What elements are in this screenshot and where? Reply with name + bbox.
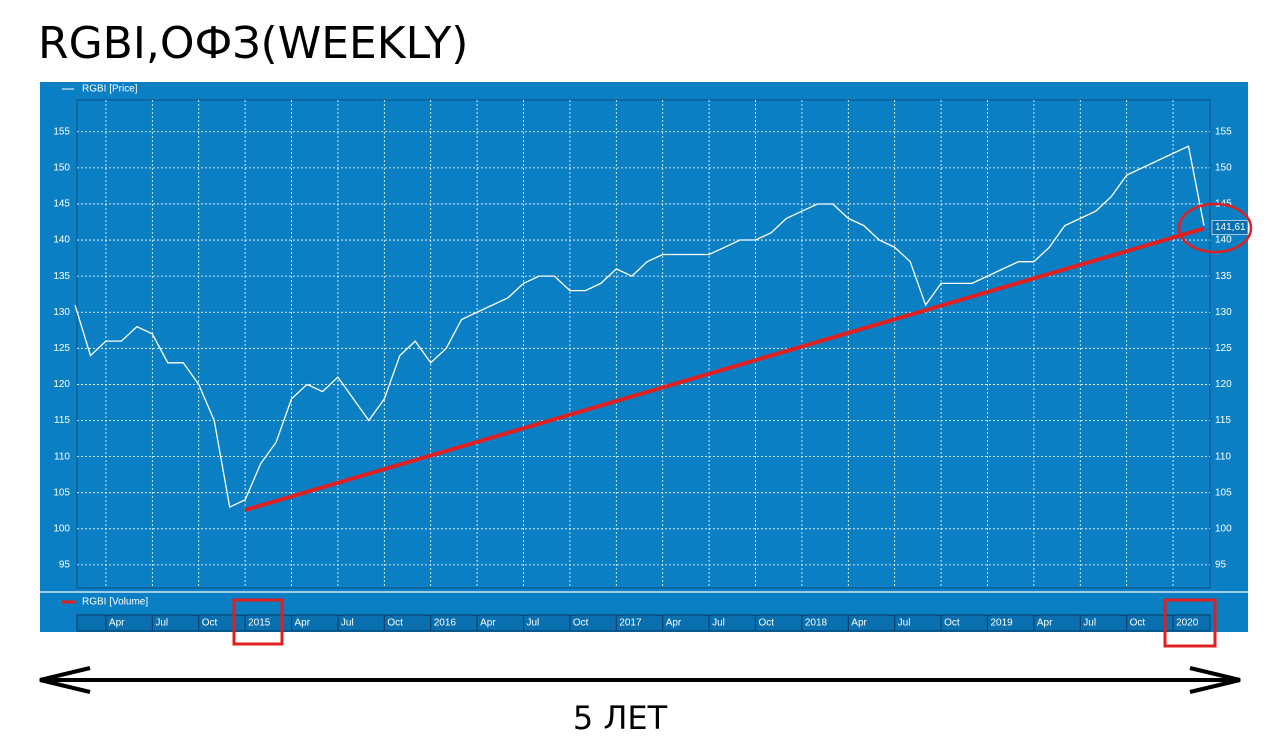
y-tick-label: 110	[54, 451, 70, 462]
y-tick-label: 95	[59, 560, 71, 571]
x-tick-label: Jul	[155, 618, 168, 629]
y-tick-label: 155	[53, 126, 70, 137]
trendline	[244, 226, 1205, 512]
x-tick-label: 2016	[434, 618, 457, 629]
x-tick-label: Jul	[712, 618, 725, 629]
y-tick-label: 140	[1215, 235, 1232, 246]
highlight-box	[1163, 598, 1217, 648]
plot-frame	[76, 99, 1211, 589]
y-tick-label: 115	[54, 415, 70, 426]
y-tick-label: 130	[1215, 307, 1232, 318]
chart-title: RGBI,ОФЗ(WEEKLY)	[38, 18, 468, 69]
value-label-box	[1211, 220, 1249, 235]
x-tick-label: Apr	[480, 618, 496, 629]
x-tick-label: Apr	[295, 618, 311, 629]
highlight-box	[232, 598, 284, 646]
y-tick-label: 105	[53, 487, 70, 498]
y-tick-label: 150	[1215, 162, 1232, 173]
y-tick-label: 115	[1215, 415, 1231, 426]
span-label: 5 ЛЕТ	[573, 699, 668, 737]
x-tick-label: Oct	[758, 618, 774, 629]
y-tick-label: 105	[1215, 487, 1232, 498]
y-tick-label: 135	[1215, 271, 1232, 282]
x-tick-label: Jul	[898, 618, 911, 629]
y-tick-label: 100	[53, 523, 70, 534]
x-tick-label: Oct	[1130, 618, 1146, 629]
y-tick-label: 150	[53, 162, 70, 173]
x-tick-label: Oct	[944, 618, 960, 629]
price-line	[74, 145, 1205, 509]
y-tick-label: 95	[1215, 560, 1227, 571]
y-tick-label: 125	[53, 343, 70, 354]
value-label: 141,61	[1215, 222, 1246, 233]
x-tick-label: Jul	[527, 618, 540, 629]
x-tick-label: Apr	[666, 618, 682, 629]
chart-panel	[40, 82, 1248, 632]
x-tick-label: Jul	[1083, 618, 1096, 629]
legend-label: RGBI [Price]	[82, 84, 138, 95]
x-tick-label: Apr	[1037, 618, 1053, 629]
marks: 95 95 100 100 105 105 110 110 115 115 120 120 125 125…	[53, 100, 1249, 631]
x-tick-label: Apr	[109, 618, 125, 629]
x-tick-label: 2020	[1176, 618, 1199, 629]
x-tick-label: Oct	[573, 618, 589, 629]
x-axis-strip	[76, 614, 1211, 632]
y-tick-label: 100	[1215, 523, 1232, 534]
y-tick-label: 155	[1215, 126, 1232, 137]
y-tick-label: 135	[53, 271, 70, 282]
highlight-circle	[1177, 202, 1253, 254]
y-tick-label: 140	[53, 235, 70, 246]
span-arrow	[39, 666, 1241, 694]
x-tick-label: Apr	[851, 618, 867, 629]
y-tick-label: 145	[53, 199, 70, 210]
x-tick-label: Oct	[202, 618, 218, 629]
x-tick-label: 2015	[248, 618, 271, 629]
x-tick-label: 2018	[805, 618, 828, 629]
y-tick-label: 125	[1215, 343, 1232, 354]
legend-label: RGBI [Volume]	[82, 597, 148, 608]
y-tick-label: 130	[53, 307, 70, 318]
x-tick-label: 2019	[990, 618, 1013, 629]
x-tick-label: Oct	[387, 618, 403, 629]
x-tick-label: Jul	[341, 618, 354, 629]
y-tick-label: 110	[1215, 451, 1231, 462]
y-tick-label: 120	[53, 379, 70, 390]
y-tick-label: 120	[1215, 379, 1232, 390]
x-tick-label: 2017	[619, 618, 642, 629]
